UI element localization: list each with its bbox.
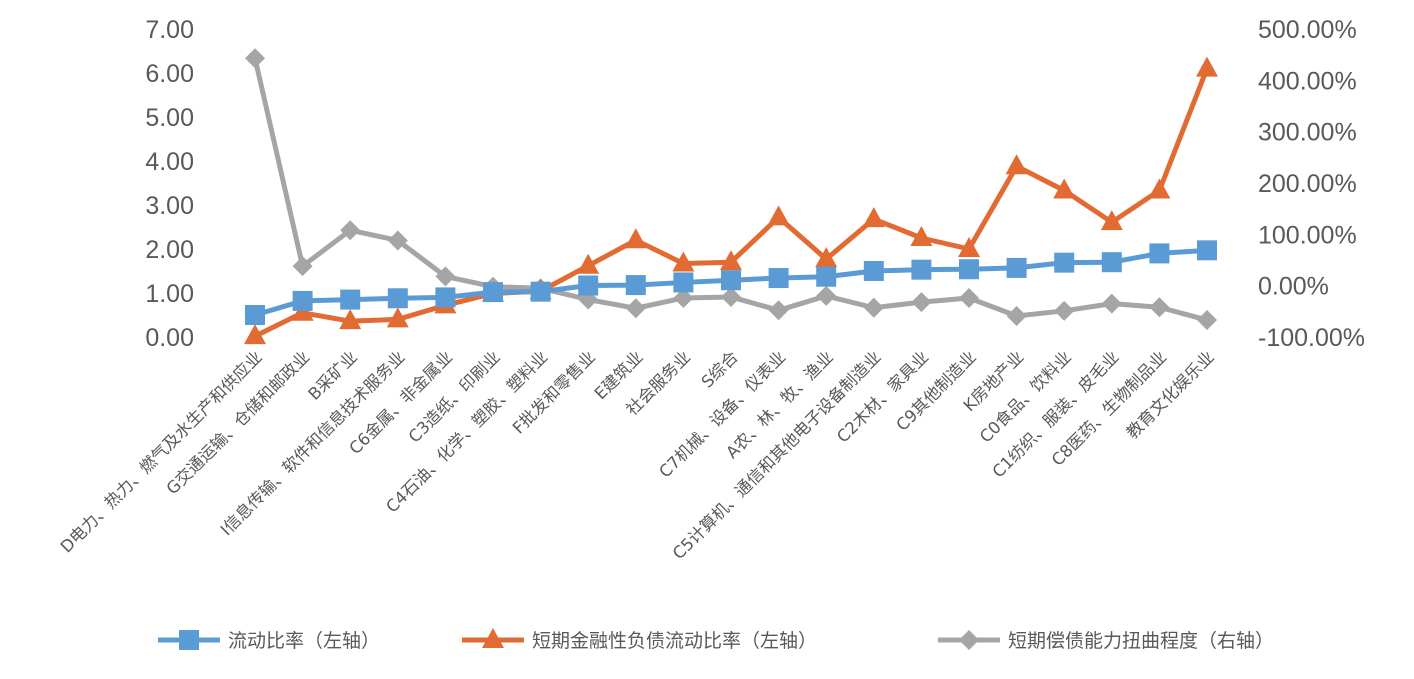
data-point xyxy=(435,266,456,287)
data-point xyxy=(292,290,313,311)
data-point xyxy=(1054,252,1075,273)
right-tick-label: 300.00% xyxy=(1258,119,1357,147)
data-point xyxy=(816,266,837,287)
data-point xyxy=(673,287,694,308)
data-point xyxy=(387,288,408,309)
legend-label: 短期金融性负债流动比率（左轴） xyxy=(532,630,817,652)
right-tick-label: 200.00% xyxy=(1258,170,1357,198)
series-3 xyxy=(245,48,1217,331)
legend: 流动比率（左轴） 短期金融性负债流动比率（左轴） 短期偿债能力扭曲程度（右轴） xyxy=(158,628,1274,652)
data-point xyxy=(1196,56,1218,77)
data-point xyxy=(768,268,789,289)
data-point xyxy=(435,287,456,308)
legend-label: 短期偿债能力扭曲程度（右轴） xyxy=(1008,630,1274,652)
right-tick-label: 500.00% xyxy=(1258,16,1357,44)
data-point xyxy=(578,275,599,296)
right-y-axis: -100.00% 0.00% 100.00% 200.00% 300.00% 400.00… xyxy=(1258,16,1365,352)
data-point xyxy=(339,309,362,330)
data-point xyxy=(1197,310,1217,331)
data-point xyxy=(245,305,265,325)
category-label: F批发和零售业 xyxy=(509,347,599,437)
data-point xyxy=(863,261,884,281)
data-point xyxy=(1006,257,1027,278)
data-point xyxy=(863,297,884,318)
data-point xyxy=(959,287,979,308)
legend-label: 流动比率（左轴） xyxy=(228,630,380,652)
data-point xyxy=(767,205,790,226)
left-tick-label: 3.00 xyxy=(145,192,194,220)
data-point xyxy=(1005,154,1028,175)
data-point xyxy=(816,285,837,306)
legend-marker xyxy=(482,628,504,648)
data-point xyxy=(959,259,979,280)
left-tick-label: 4.00 xyxy=(145,148,194,176)
data-point xyxy=(292,256,313,277)
data-point xyxy=(1006,305,1027,326)
data-point xyxy=(1149,297,1170,318)
left-tick-label: 6.00 xyxy=(145,60,194,88)
plot-area xyxy=(244,48,1218,345)
data-point xyxy=(721,286,741,307)
data-point xyxy=(340,220,361,241)
left-y-axis: 0.00 1.00 2.00 3.00 4.00 5.00 6.00 7.00 xyxy=(145,16,194,352)
category-label: S综合 xyxy=(698,347,742,391)
left-tick-label: 0.00 xyxy=(145,324,194,352)
data-point xyxy=(625,275,646,296)
legend-marker xyxy=(959,630,979,650)
data-point xyxy=(625,298,646,319)
right-tick-label: 400.00% xyxy=(1258,67,1357,95)
data-point xyxy=(1197,240,1217,261)
right-tick-label: -100.00% xyxy=(1258,324,1365,352)
legend-marker xyxy=(179,630,199,650)
data-point xyxy=(624,228,647,249)
data-point xyxy=(1100,210,1123,231)
data-point xyxy=(911,292,932,313)
data-point xyxy=(530,281,551,302)
data-point xyxy=(958,237,980,257)
category-label: 教育文化娱乐业 xyxy=(1123,347,1218,442)
data-point xyxy=(720,250,742,271)
data-point xyxy=(1101,252,1122,273)
data-point xyxy=(483,282,503,303)
left-tick-label: 2.00 xyxy=(145,236,194,264)
right-tick-label: 100.00% xyxy=(1258,221,1357,249)
data-point xyxy=(1054,300,1075,321)
data-point xyxy=(577,253,600,274)
data-point xyxy=(862,207,885,228)
data-point xyxy=(910,226,933,246)
data-point xyxy=(244,324,266,345)
x-axis: D电力、热力、燃气及水生产和供应业G交通运输、仓储和邮政业B采矿业I信息传输、软… xyxy=(57,347,1218,563)
left-tick-label: 5.00 xyxy=(145,104,194,132)
data-point xyxy=(245,48,265,69)
data-point xyxy=(1101,293,1122,314)
data-point xyxy=(815,247,838,268)
left-tick-label: 7.00 xyxy=(145,16,194,44)
left-tick-label: 1.00 xyxy=(145,280,194,308)
data-point xyxy=(340,289,361,310)
data-point xyxy=(673,272,694,293)
series-1 xyxy=(245,240,1217,325)
data-point xyxy=(672,251,695,272)
data-point xyxy=(1148,178,1171,199)
series-2 xyxy=(244,56,1218,345)
data-point xyxy=(768,300,789,321)
right-tick-label: 0.00% xyxy=(1258,273,1329,301)
data-point xyxy=(1053,178,1076,199)
data-point xyxy=(386,307,409,328)
data-point xyxy=(911,259,932,280)
data-point xyxy=(387,230,408,251)
data-point xyxy=(721,270,741,291)
data-point xyxy=(1149,243,1170,264)
